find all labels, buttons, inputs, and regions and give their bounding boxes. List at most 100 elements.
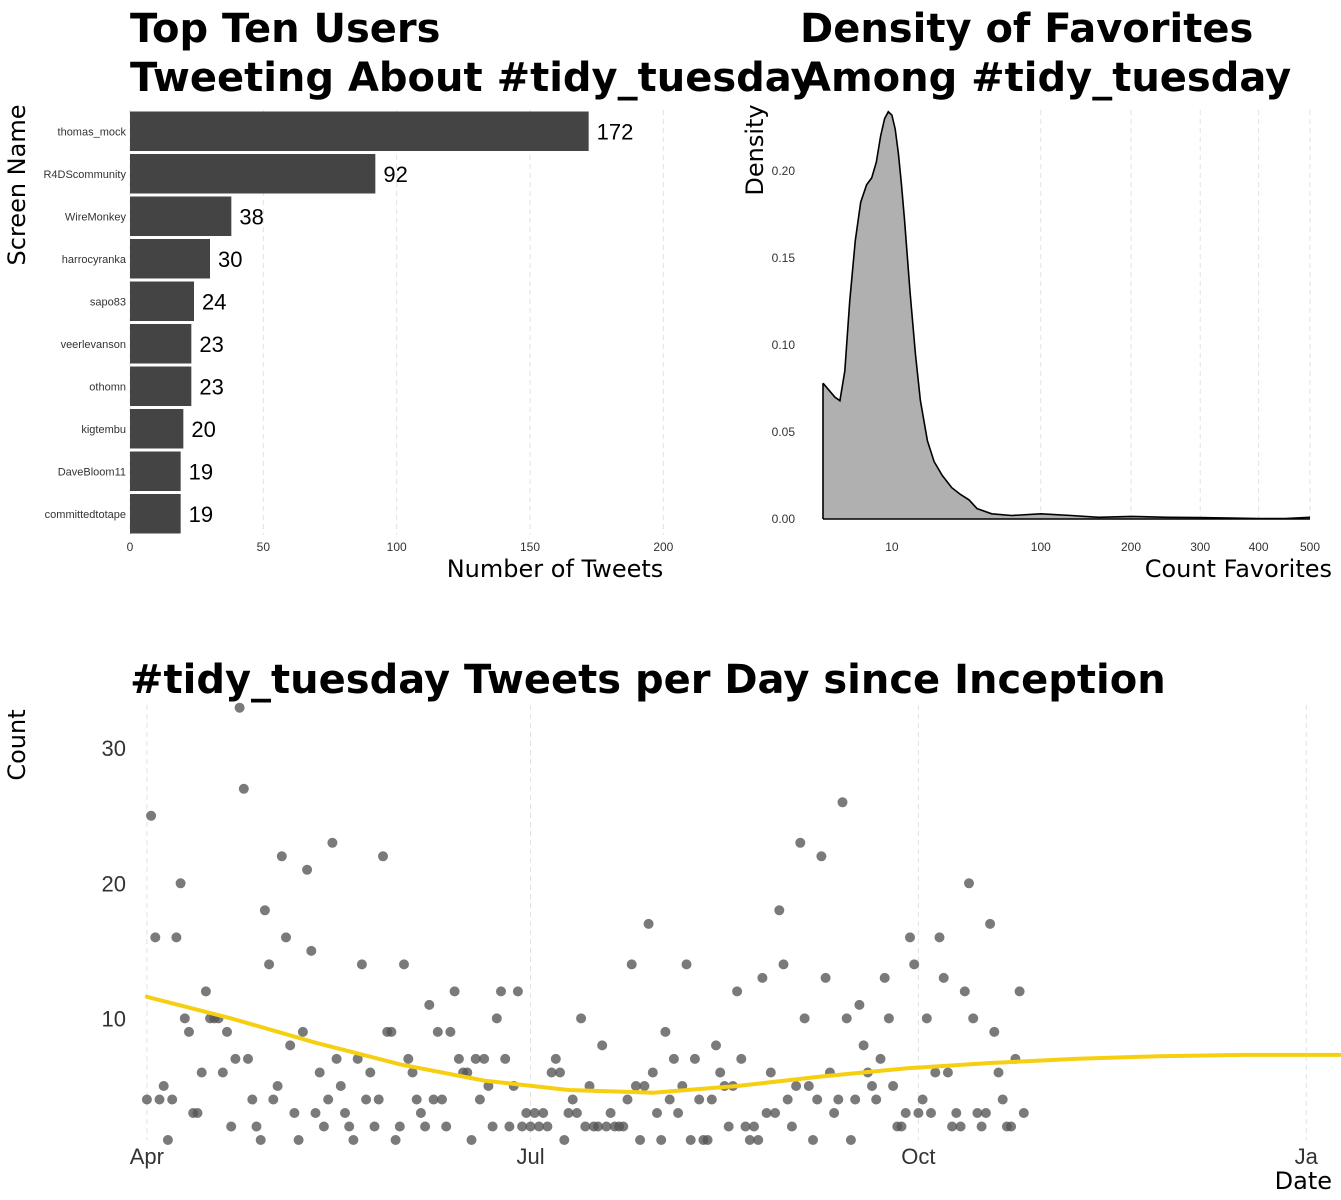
scatter-chart-x-tick-label: Oct	[901, 1144, 935, 1169]
scatter-chart-point	[302, 864, 313, 875]
scatter-chart-point	[635, 1135, 646, 1145]
scatter-chart-point	[951, 1108, 962, 1118]
scatter-chart-point	[411, 1094, 422, 1105]
scatter-chart-point	[905, 932, 915, 943]
scatter-chart-point	[896, 1121, 907, 1132]
density-chart-y-tick-label: 0.05	[772, 425, 796, 439]
density-chart-y-tick-label: 0.00	[772, 512, 796, 526]
scatter-chart-point	[930, 1067, 941, 1078]
scatter-chart-point	[647, 1067, 658, 1078]
bar-chart-x-tick-label: 0	[127, 540, 134, 554]
scatter-chart-point	[348, 1135, 359, 1145]
scatter-chart-point	[711, 1040, 721, 1051]
scatter-chart-point	[664, 1094, 675, 1105]
scatter-chart-point	[845, 1135, 856, 1145]
scatter-chart-point	[989, 1026, 1000, 1037]
scatter-chart-point	[685, 1135, 696, 1145]
scatter-chart-smooth-line	[144, 994, 1341, 1095]
scatter-chart-point	[917, 1094, 928, 1105]
scatter-chart-point	[373, 1094, 384, 1105]
scatter-chart-point	[702, 1135, 713, 1145]
scatter-chart-point	[980, 1108, 991, 1118]
density-chart-x-tick-label: 100	[1031, 540, 1051, 554]
bar-chart-category-label: veerlevanson	[61, 339, 126, 351]
scatter-chart-point	[306, 945, 317, 956]
bar-chart-bar	[130, 154, 376, 194]
scatter-chart-point	[837, 797, 848, 808]
bar-chart-value-label: 19	[189, 502, 213, 527]
scatter-chart-point	[567, 1094, 578, 1105]
scatter-chart-point	[407, 1067, 418, 1078]
scatter-chart-point	[441, 1121, 452, 1132]
scatter-chart-point	[521, 1108, 532, 1118]
scatter-chart-point	[310, 1108, 321, 1118]
scatter-chart-x-tick-label: Jul	[516, 1144, 544, 1169]
bar-chart-bar	[130, 111, 589, 151]
scatter-chart-point	[900, 1108, 911, 1118]
scatter-chart-point	[584, 1081, 595, 1091]
scatter-chart-point	[694, 1094, 705, 1105]
scatter-chart-point	[656, 1135, 667, 1145]
scatter-chart-point	[668, 1053, 679, 1064]
scatter-chart-point	[622, 1094, 633, 1105]
scatter-chart-point	[222, 1026, 232, 1037]
scatter-chart-point	[955, 1121, 966, 1132]
scatter-chart-point	[765, 1067, 776, 1078]
bar-chart-bar	[130, 281, 194, 321]
bar-chart-value-label: 20	[191, 417, 215, 442]
bar-chart-x-tick-label: 150	[520, 540, 540, 554]
scatter-chart-point	[732, 986, 743, 997]
density-chart-curve	[822, 110, 1311, 520]
scatter-chart-y-tick-label: 10	[102, 1006, 126, 1031]
scatter-chart-point	[542, 1121, 553, 1132]
scatter-chart-point	[744, 1135, 755, 1145]
scatter-chart-point	[297, 1026, 308, 1037]
scatter-chart-point	[753, 1135, 764, 1145]
scatter-chart-point	[496, 986, 506, 997]
scatter-chart-point	[243, 1053, 253, 1064]
scatter-chart-point	[993, 1067, 1004, 1078]
scatter-chart-point	[934, 932, 945, 943]
scatter-chart-point	[820, 972, 831, 983]
scatter-chart-point	[997, 1094, 1008, 1105]
scatter-chart-point	[563, 1108, 574, 1118]
bar-chart-panel: Top Ten Users Tweeting About #tidy_tuesd…	[3, 6, 817, 583]
density-chart-y-tick-label: 0.15	[772, 251, 796, 265]
scatter-chart-point	[344, 1121, 355, 1132]
scatter-chart-point	[926, 1108, 936, 1118]
bar-chart-category-label: kigtembu	[81, 424, 126, 436]
scatter-chart-x-tick-label: Ja	[1295, 1144, 1319, 1169]
scatter-chart-point	[415, 1108, 426, 1118]
scatter-chart-point	[749, 1121, 759, 1132]
bar-chart-x-axis-label: Number of Tweets	[447, 555, 664, 583]
scatter-chart-point	[850, 1094, 861, 1105]
bar-chart-category-label: sapo83	[90, 296, 126, 308]
scatter-chart-point	[871, 1094, 882, 1105]
scatter-chart-point	[369, 1121, 380, 1132]
scatter-chart-point	[167, 1094, 178, 1105]
scatter-chart-point	[559, 1135, 570, 1145]
scatter-chart-point	[276, 851, 287, 862]
scatter-chart-y-tick-label: 20	[102, 871, 126, 896]
bar-chart-category-label: harrocyranka	[62, 254, 127, 266]
scatter-chart-point	[938, 972, 949, 983]
scatter-chart-point	[791, 1081, 802, 1091]
scatter-chart-point	[487, 1121, 498, 1132]
scatter-chart-point	[1018, 1108, 1029, 1118]
scatter-chart-point	[879, 972, 890, 983]
bar-chart-bar	[130, 409, 184, 449]
scatter-chart-point	[335, 1081, 346, 1091]
scatter-chart-point	[272, 1081, 283, 1091]
scatter-chart-point	[770, 1108, 781, 1118]
scatter-chart-point	[816, 851, 827, 862]
scatter-chart-point	[217, 1067, 228, 1078]
scatter-chart-point	[942, 1067, 953, 1078]
density-chart-y-tick-label: 0.20	[772, 164, 796, 178]
scatter-chart-point	[673, 1108, 684, 1118]
scatter-chart-point	[795, 837, 806, 848]
scatter-chart-point	[786, 1121, 797, 1132]
bar-chart-category-label: othomn	[89, 381, 126, 393]
scatter-chart-point	[782, 1094, 793, 1105]
bar-chart-bar	[130, 451, 181, 491]
